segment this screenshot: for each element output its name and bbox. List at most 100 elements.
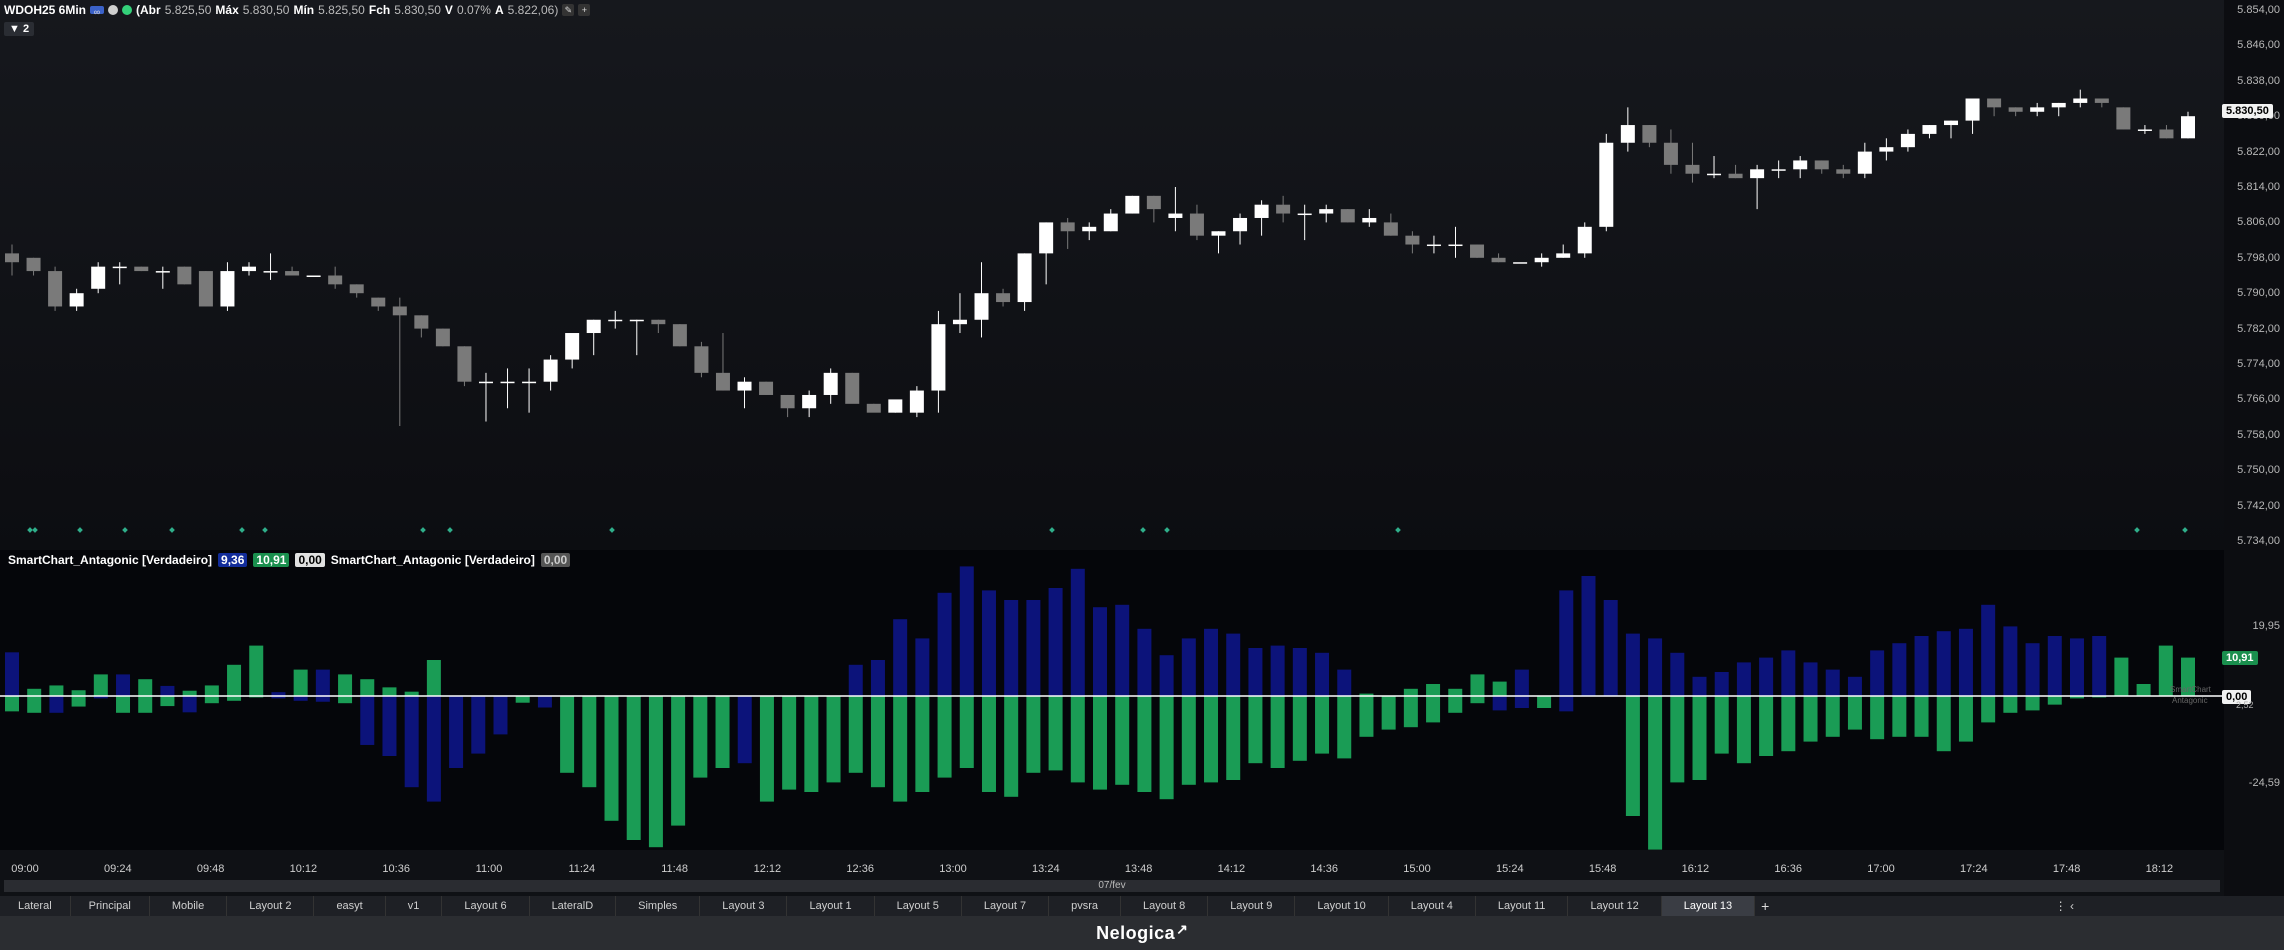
candle[interactable] <box>328 266 343 289</box>
candle[interactable] <box>177 266 192 285</box>
candle[interactable] <box>241 262 256 276</box>
candle[interactable] <box>629 319 644 356</box>
candle[interactable] <box>565 333 580 369</box>
link-icon[interactable]: ∞ <box>90 6 105 17</box>
candle[interactable] <box>1556 244 1571 258</box>
tab-lateral[interactable]: Lateral <box>0 896 71 916</box>
tab-laterald[interactable]: LateralD <box>530 896 617 916</box>
candle[interactable] <box>651 319 666 334</box>
layer-badge[interactable]: ▼ 2 <box>4 22 35 36</box>
pencil-icon[interactable]: ✎ <box>562 4 575 16</box>
candle[interactable] <box>952 293 967 334</box>
candle[interactable] <box>1771 160 1786 179</box>
candle[interactable] <box>715 333 730 391</box>
candle[interactable] <box>1879 138 1894 161</box>
candle[interactable] <box>1642 125 1657 148</box>
tab-principal[interactable]: Principal <box>71 896 150 916</box>
candle[interactable] <box>1405 231 1420 254</box>
candle[interactable] <box>1125 195 1140 214</box>
candle[interactable] <box>1319 204 1334 223</box>
tab-layout-2[interactable]: Layout 2 <box>227 896 315 916</box>
candle[interactable] <box>1276 195 1291 223</box>
candle[interactable] <box>2137 125 2152 134</box>
candle[interactable] <box>1793 156 1808 179</box>
candle[interactable] <box>1082 222 1097 241</box>
tab-layout-10[interactable]: Layout 10 <box>1295 896 1389 916</box>
candle[interactable] <box>1685 142 1700 183</box>
candle[interactable] <box>1922 125 1937 139</box>
date-bar[interactable]: 07/fev <box>4 880 2220 892</box>
candle[interactable] <box>759 381 774 395</box>
candle[interactable] <box>1362 209 1377 227</box>
candle[interactable] <box>1297 204 1312 241</box>
tab-easyt[interactable]: easyt <box>314 896 386 916</box>
candle[interactable] <box>1383 213 1398 236</box>
candle[interactable] <box>457 346 472 387</box>
candle[interactable] <box>1814 160 1829 174</box>
candle[interactable] <box>1836 164 1851 179</box>
candle[interactable] <box>1233 213 1248 245</box>
candle[interactable] <box>1211 231 1226 254</box>
tab-layout-12[interactable]: Layout 12 <box>1568 896 1662 916</box>
candle[interactable] <box>1017 253 1032 311</box>
candle[interactable] <box>543 355 558 391</box>
candle[interactable] <box>2181 111 2195 139</box>
tab-layout-5[interactable]: Layout 5 <box>875 896 962 916</box>
candle[interactable] <box>5 244 19 276</box>
candle[interactable] <box>371 297 386 311</box>
candle[interactable] <box>478 372 493 422</box>
tab-mobile[interactable]: Mobile <box>150 896 228 916</box>
indicator-name-2[interactable]: SmartChart_Antagonic [Verdadeiro] <box>330 553 535 567</box>
candle[interactable] <box>909 386 924 418</box>
tab-pvsra[interactable]: pvsra <box>1049 896 1121 916</box>
tab-layout-9[interactable]: Layout 9 <box>1208 896 1296 916</box>
candle[interactable] <box>866 403 881 413</box>
plus-icon[interactable]: + <box>578 4 591 16</box>
candle[interactable] <box>198 271 213 307</box>
tab-layout-7[interactable]: Layout 7 <box>962 896 1050 916</box>
tab-layout-4[interactable]: Layout 4 <box>1389 896 1476 916</box>
candle[interactable] <box>737 377 752 409</box>
price-axis[interactable]: 5.854,005.846,005.838,005.830,005.822,00… <box>2224 0 2284 905</box>
candle[interactable] <box>2073 89 2088 108</box>
candle[interactable] <box>1987 98 2002 117</box>
tab-layout-8[interactable]: Layout 8 <box>1121 896 1209 916</box>
indicator-name-1[interactable]: SmartChart_Antagonic [Verdadeiro] <box>8 553 213 567</box>
candle[interactable] <box>845 372 860 404</box>
candle[interactable] <box>306 275 321 278</box>
candle[interactable] <box>1448 226 1463 258</box>
candle[interactable] <box>263 253 278 280</box>
candle[interactable] <box>1039 222 1054 285</box>
candle[interactable] <box>2116 107 2131 130</box>
candle[interactable] <box>1254 200 1269 236</box>
candle[interactable] <box>1599 133 1614 232</box>
candle[interactable] <box>1103 209 1118 232</box>
candle[interactable] <box>1340 209 1355 223</box>
candle[interactable] <box>1060 217 1075 249</box>
tab-simples[interactable]: Simples <box>616 896 701 916</box>
tab-layout-13[interactable]: Layout 13 <box>1661 896 1756 916</box>
candle[interactable] <box>586 319 601 356</box>
add-tab-icon[interactable]: + <box>1761 898 1770 914</box>
candle[interactable] <box>2159 125 2174 139</box>
candle[interactable] <box>608 310 623 329</box>
candle[interactable] <box>672 324 687 347</box>
candle[interactable] <box>69 288 84 311</box>
candle[interactable] <box>823 368 838 404</box>
price-chart-panel[interactable] <box>0 0 2224 550</box>
candle[interactable] <box>1470 244 1485 258</box>
candle[interactable] <box>1857 142 1872 179</box>
candle[interactable] <box>112 262 127 285</box>
candle[interactable] <box>414 315 429 338</box>
time-axis[interactable]: 09:00 09:24 09:48 10:12 10:36 11:00 11:24 11:48… <box>0 860 2224 878</box>
candle[interactable] <box>285 266 300 276</box>
candle[interactable] <box>435 328 450 347</box>
candle[interactable] <box>155 266 170 289</box>
candle[interactable] <box>2051 102 2066 117</box>
indicator-panel[interactable] <box>0 550 2224 850</box>
candle[interactable] <box>802 390 817 418</box>
candle[interactable] <box>349 284 364 298</box>
candle[interactable] <box>694 341 709 378</box>
tab-layout-1[interactable]: Layout 1 <box>787 896 875 916</box>
candle[interactable] <box>2094 98 2109 108</box>
